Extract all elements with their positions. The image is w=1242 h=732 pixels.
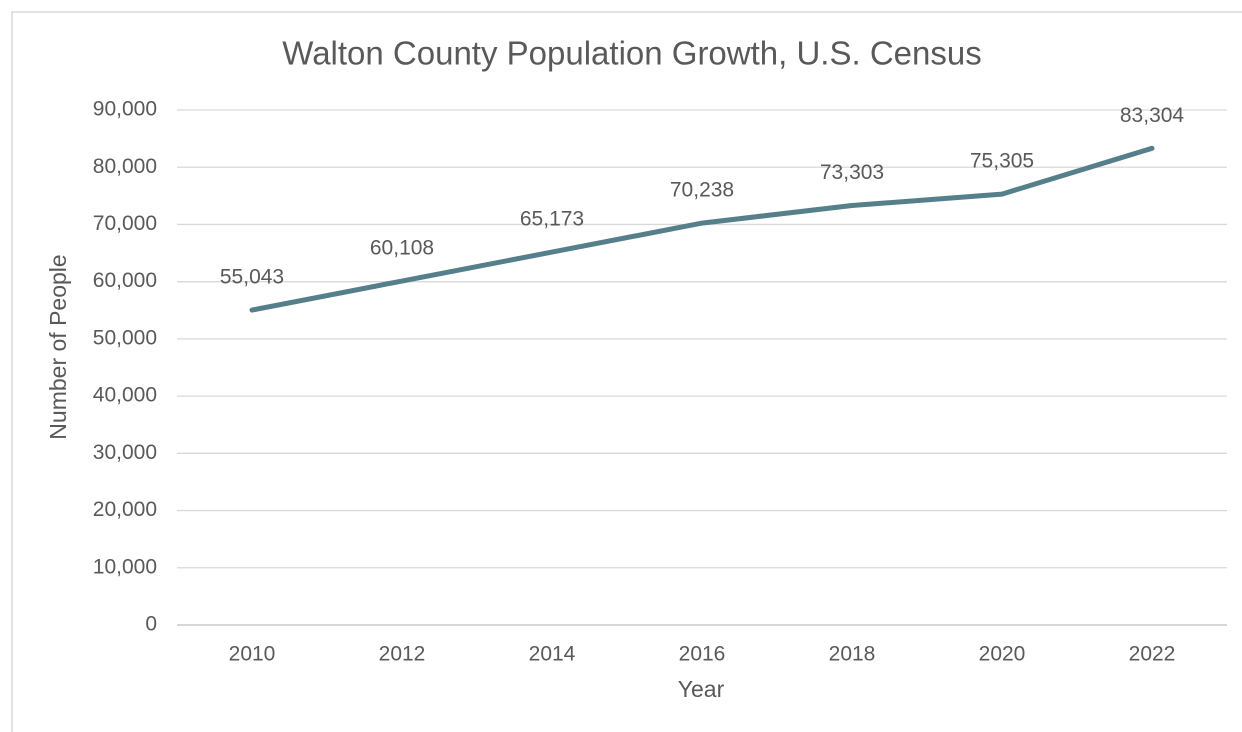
y-tick-label: 30,000 (93, 441, 157, 464)
data-label: 83,304 (1120, 104, 1185, 127)
y-tick-label: 70,000 (93, 212, 157, 235)
y-tick-label: 80,000 (93, 155, 157, 178)
y-tick-label: 10,000 (93, 555, 157, 578)
x-tick-label: 2010 (229, 643, 276, 666)
y-tick-label: 90,000 (93, 98, 157, 121)
y-tick-label: 20,000 (93, 498, 157, 521)
data-label: 73,303 (820, 161, 884, 184)
chart-title: Walton County Population Growth, U.S. Ce… (282, 35, 981, 72)
x-tick-label: 2016 (679, 643, 726, 666)
data-label: 75,305 (970, 150, 1034, 173)
y-axis-title: Number of People (45, 254, 71, 439)
x-tick-label: 2014 (529, 643, 576, 666)
x-tick-label: 2012 (379, 643, 426, 666)
data-label: 70,238 (670, 179, 734, 202)
data-label: 55,043 (220, 266, 284, 289)
line (249, 145, 1155, 313)
data-label: 60,108 (370, 237, 434, 260)
x-tick-label: 2022 (1129, 643, 1176, 666)
chart-frame (11, 11, 1242, 732)
x-tick-label: 2018 (829, 643, 876, 666)
y-tick-label: 50,000 (93, 326, 157, 349)
y-tick-label: 0 (145, 613, 157, 636)
y-tick-label: 60,000 (93, 269, 157, 292)
x-tick-label: 2020 (979, 643, 1026, 666)
y-tick-label: 40,000 (93, 384, 157, 407)
data-label: 65,173 (520, 208, 584, 231)
x-axis-title: Year (678, 676, 725, 702)
